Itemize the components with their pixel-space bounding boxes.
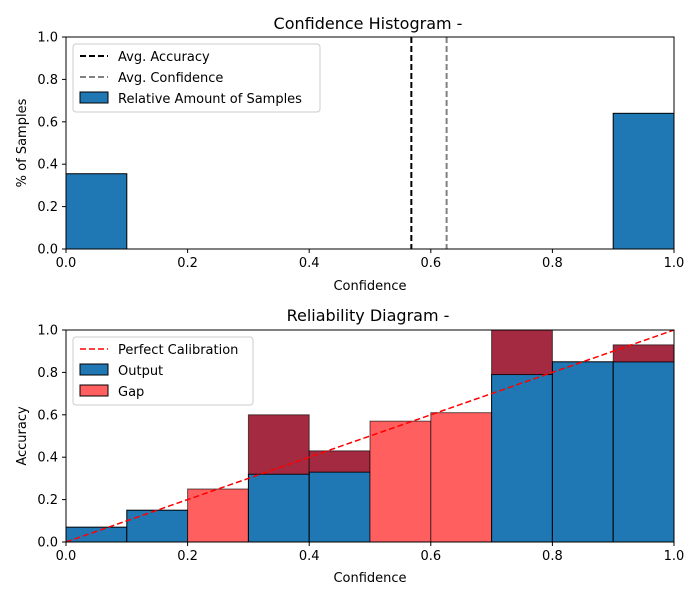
output-bar	[126, 509, 189, 543]
plot-frame	[65, 36, 675, 250]
gap-bar	[369, 420, 432, 543]
x-tick-label: 1.0	[664, 256, 685, 271]
gap-bar	[247, 414, 310, 475]
legend-box	[72, 43, 321, 113]
legend-swatch-gap	[79, 384, 109, 397]
x-tick-label: 0.2	[177, 549, 198, 564]
x-tick-label: 0.4	[299, 256, 320, 271]
legend-entry: Avg. Accuracy	[118, 50, 210, 65]
legend-entry: Perfect Calibration	[118, 343, 238, 358]
x-tick-label: 1.0	[664, 549, 685, 564]
x-tick-label: 0.0	[56, 256, 77, 271]
x-tick-label: 0.8	[542, 256, 563, 271]
x-tick-label: 0.6	[420, 256, 441, 271]
legend-swatch-output	[79, 363, 109, 376]
x-axis-label: Confidence	[333, 571, 406, 586]
legend-swatch-samples	[79, 91, 109, 104]
y-tick-label: 1.0	[37, 31, 58, 46]
output-bar	[551, 361, 614, 543]
y-tick-label: 0.2	[37, 200, 58, 215]
legend: Avg. Accuracy Avg. Confidence Relative A…	[72, 43, 321, 113]
y-tick-label: 0.8	[37, 73, 58, 88]
output-bar	[308, 471, 371, 543]
legend-entry: Avg. Confidence	[118, 71, 223, 86]
y-axis-label: Accuracy	[15, 406, 30, 466]
y-tick-label: 0.4	[37, 158, 58, 173]
y-tick-label: 0.2	[37, 493, 58, 508]
chart-marks	[65, 329, 675, 543]
confidence-histogram-chart: Confidence Histogram - 0.0 0.2 0.4 0.6 0.8 1.…	[15, 14, 684, 294]
x-tick-label: 0.4	[299, 549, 320, 564]
x-tick-label: 0.6	[420, 549, 441, 564]
x-axis: 0.0 0.2 0.4 0.6 0.8 1.0	[56, 542, 685, 564]
plot-frame	[65, 329, 675, 543]
legend-entry: Output	[118, 364, 163, 379]
y-tick-label: 0.6	[37, 115, 58, 130]
x-tick-label: 0.8	[542, 549, 563, 564]
chart-marks	[65, 37, 675, 250]
perfect-calibration-line	[65, 329, 675, 543]
y-tick-label: 0.6	[37, 408, 58, 423]
y-axis: 0.0 0.2 0.4 0.6 0.8 1.0	[37, 324, 66, 551]
x-axis: 0.0 0.2 0.4 0.6 0.8 1.0	[56, 249, 685, 271]
y-tick-label: 0.8	[37, 366, 58, 381]
histogram-bar	[65, 173, 128, 250]
y-axis-label: % of Samples	[15, 98, 30, 187]
legend-entry: Gap	[118, 385, 144, 400]
gap-bar	[187, 488, 249, 543]
reliability-diagram-chart: Reliability Diagram - 0.0 0.2 0.4 0.6 0.8 1.0…	[15, 306, 684, 586]
output-bar	[65, 526, 128, 543]
x-tick-label: 0.0	[56, 549, 77, 564]
gap-bar	[430, 412, 493, 543]
chart-title: Reliability Diagram -	[287, 306, 450, 325]
y-axis: 0.0 0.2 0.4 0.6 0.8 1.0	[37, 31, 66, 258]
chart-title: Confidence Histogram -	[274, 14, 463, 33]
legend-box	[72, 336, 254, 406]
output-bar	[491, 374, 553, 543]
histogram-bar	[612, 112, 675, 250]
output-bar	[612, 361, 675, 543]
y-tick-label: 0.0	[37, 536, 58, 551]
legend-entry: Relative Amount of Samples	[118, 92, 302, 107]
legend: Perfect Calibration Output Gap	[72, 336, 254, 406]
x-axis-label: Confidence	[333, 279, 406, 294]
output-bar	[247, 473, 310, 543]
y-tick-label: 0.4	[37, 451, 58, 466]
gap-bar	[491, 329, 553, 376]
y-tick-label: 1.0	[37, 324, 58, 339]
y-tick-label: 0.0	[37, 243, 58, 258]
x-tick-label: 0.2	[177, 256, 198, 271]
